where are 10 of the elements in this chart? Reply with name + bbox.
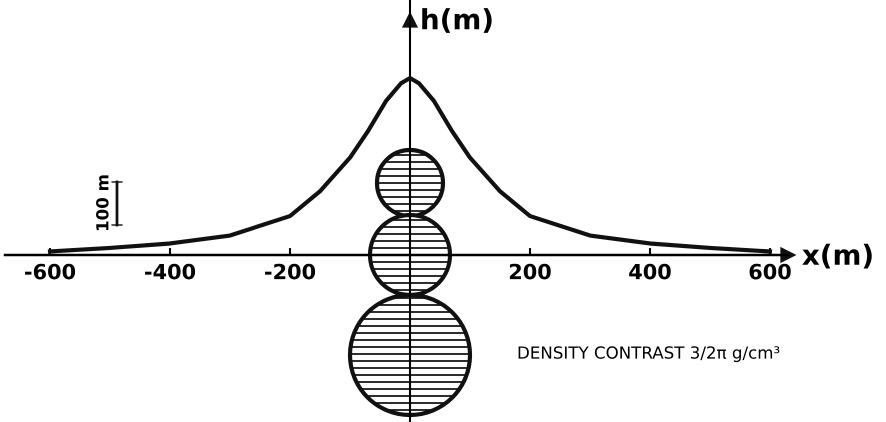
annotation: 100 m [96, 175, 109, 230]
x-tick-label: -200 [265, 264, 316, 280]
y-axis-title: h(m) [422, 8, 492, 33]
x-tick-label: 200 [510, 264, 551, 280]
x-tick-label: 600 [750, 264, 791, 280]
x-axis-title: x(m) [802, 244, 872, 268]
x-tick-label: -400 [145, 264, 196, 280]
x-tick-label: -600 [25, 264, 76, 280]
x-tick-label: 400 [629, 264, 671, 280]
text: DENSITY CONTRAST 3/2π g/cm³ [518, 346, 780, 362]
